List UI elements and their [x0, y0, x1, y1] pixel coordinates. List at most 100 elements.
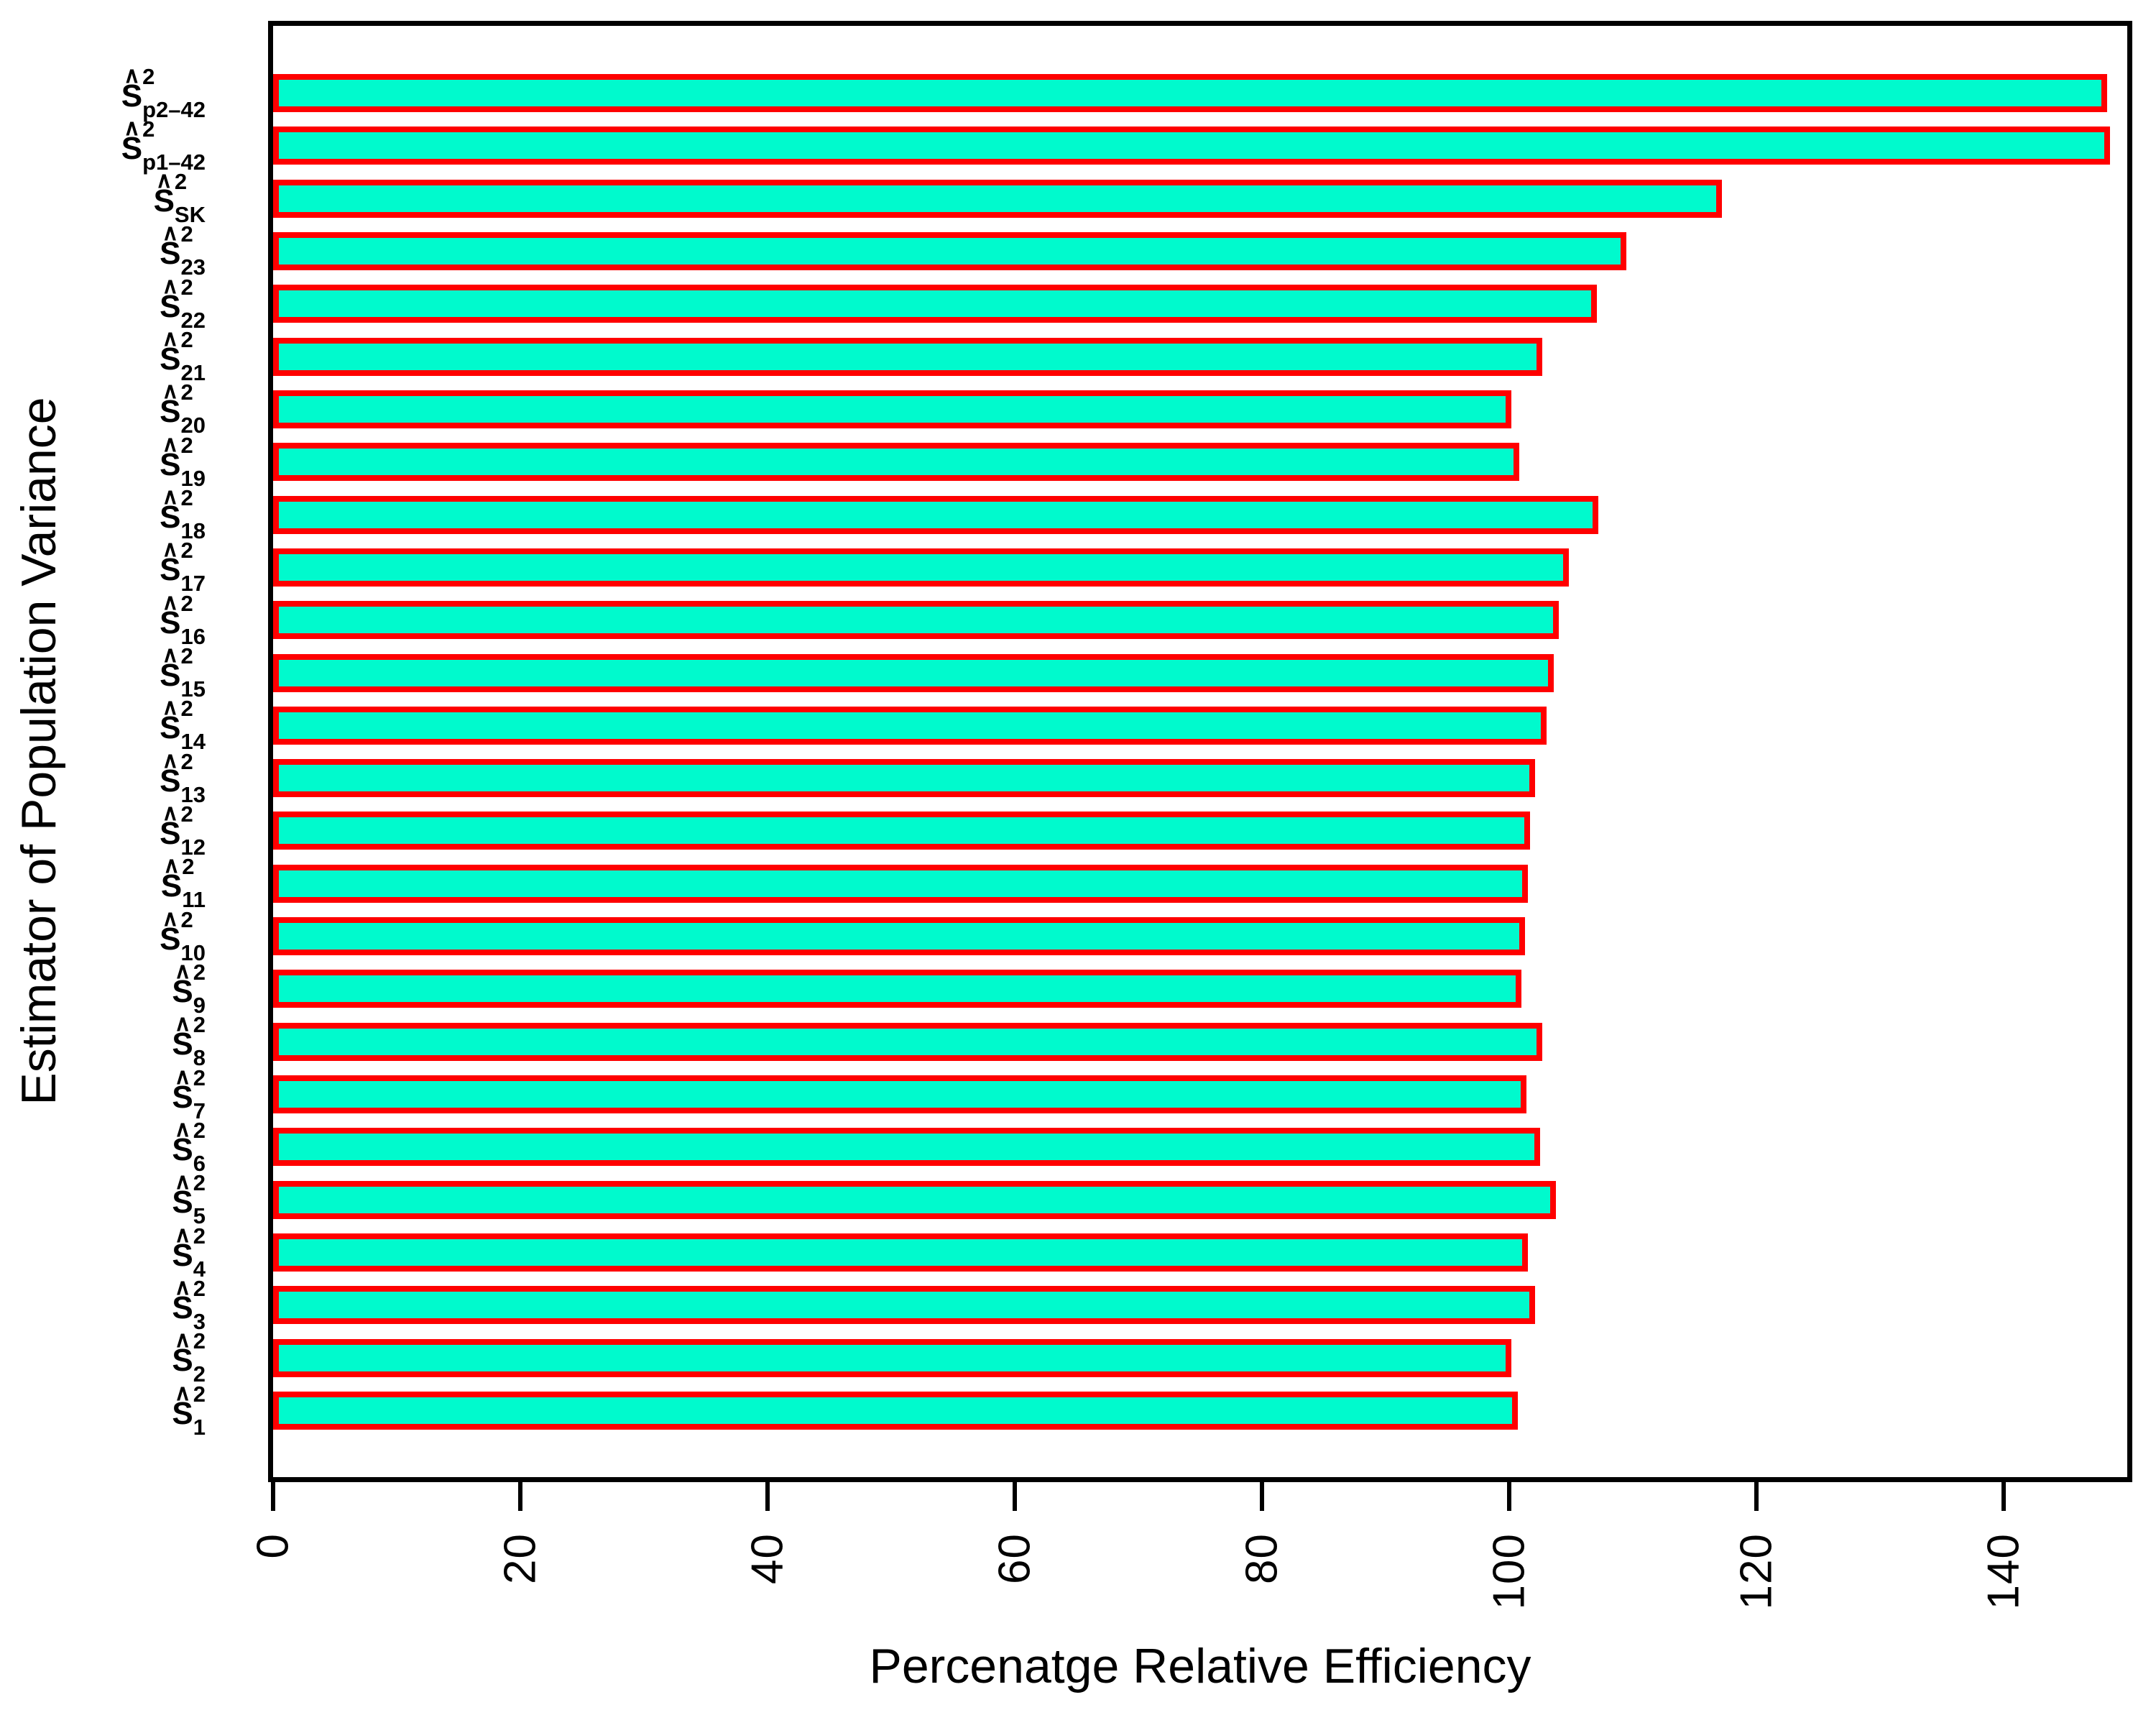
hat-accent: ∧	[174, 1327, 191, 1353]
estimator-superscript: 2	[180, 274, 193, 300]
hat-accent: ∧	[163, 852, 180, 878]
x-axis-title: Percenatge Relative Efficiency	[869, 1639, 1531, 1693]
hat-accent: ∧	[162, 272, 179, 298]
estimator-base: S	[172, 1395, 193, 1431]
bars-layer	[273, 26, 2127, 1477]
estimator-base: S	[160, 868, 183, 904]
estimator-base: S	[160, 605, 181, 640]
estimator-superscript: 2	[180, 380, 193, 405]
estimator-symbol: ∧ S 2 18	[160, 484, 206, 542]
estimator-symbol: ∧ S 2 15	[160, 643, 206, 702]
hat-accent: ∧	[155, 167, 172, 193]
estimator-symbol: ∧ S 2 20	[160, 380, 206, 436]
estimator-subscript: 9	[193, 992, 206, 1018]
estimator-base: S	[172, 1026, 193, 1062]
hat-accent: ∧	[162, 431, 179, 456]
estimator-superscript: 2	[180, 432, 193, 458]
y-axis-label: ∧ S 2 10	[160, 905, 206, 964]
y-axis-label: ∧ S 2 21	[160, 326, 206, 384]
y-axis-label: ∧ S 2 11	[160, 852, 206, 913]
estimator-symbol: ∧ S 2 14	[160, 694, 206, 753]
hat-accent: ∧	[174, 1116, 191, 1141]
y-axis-label: ∧ S 2 12	[160, 799, 206, 858]
estimator-base: S	[160, 500, 181, 535]
hat-accent: ∧	[124, 62, 140, 88]
estimator-subscript: 3	[193, 1308, 206, 1334]
y-axis-label: ∧ S 2 16	[160, 589, 206, 648]
estimator-base: S	[160, 763, 181, 799]
x-axis-tick	[1013, 1482, 1017, 1511]
estimator-superscript: 2	[193, 1117, 206, 1143]
estimator-subscript: 7	[193, 1098, 206, 1123]
estimator-base: S	[160, 341, 181, 377]
estimator-symbol: ∧ S 2 19	[160, 431, 206, 491]
y-axis-label: ∧ S 2 p1–42	[121, 116, 206, 173]
x-axis-tick	[765, 1482, 770, 1511]
y-axis-label: ∧ S 2 9	[172, 959, 206, 1018]
estimator-subscript: 15	[180, 676, 206, 702]
bar	[273, 759, 1535, 798]
x-axis-tick	[1260, 1482, 1264, 1511]
bar	[273, 548, 1569, 587]
estimator-symbol: ∧ S 2 4	[172, 1221, 206, 1282]
hat-accent: ∧	[162, 905, 179, 931]
estimator-symbol: ∧ S 2 5	[172, 1169, 206, 1227]
hat-accent: ∧	[162, 799, 179, 825]
bar	[273, 443, 1519, 482]
bar	[273, 1128, 1540, 1167]
bar	[273, 127, 2110, 165]
bar	[273, 285, 1597, 323]
hat-accent: ∧	[162, 694, 179, 720]
bar	[273, 1338, 1511, 1377]
bar	[273, 1180, 1556, 1219]
y-axis-label: ∧ S 2 2	[172, 1327, 206, 1385]
estimator-symbol: ∧ S 2 10	[160, 905, 206, 964]
estimator-superscript: 2	[193, 1381, 206, 1407]
estimator-superscript: 2	[180, 538, 193, 564]
estimator-subscript: SK	[174, 202, 206, 228]
estimator-superscript: 2	[180, 748, 193, 774]
estimator-superscript: 2	[142, 116, 155, 142]
y-axis-label: ∧ S 2 3	[172, 1274, 206, 1334]
estimator-symbol: ∧ S 2 p1–42	[121, 116, 206, 173]
x-axis-tick-label: 0	[248, 1533, 298, 1559]
estimator-subscript: 19	[180, 465, 206, 491]
hat-accent: ∧	[174, 1169, 191, 1195]
bar	[273, 917, 1525, 956]
estimator-base: S	[160, 710, 181, 746]
y-axis-label: ∧ S 2 18	[160, 484, 206, 542]
estimator-subscript: 8	[193, 1045, 206, 1071]
estimator-base: S	[172, 973, 193, 1009]
estimator-base: S	[172, 1343, 193, 1379]
estimator-superscript: 2	[180, 221, 193, 247]
estimator-symbol: ∧ S 2 21	[160, 326, 206, 384]
estimator-superscript: 2	[193, 1328, 206, 1354]
hat-accent: ∧	[174, 1011, 191, 1036]
estimator-base: S	[172, 1131, 193, 1167]
x-axis-tick-label: 80	[1237, 1533, 1287, 1584]
estimator-subscript: 4	[193, 1256, 206, 1282]
hat-accent: ∧	[174, 1221, 191, 1247]
estimator-superscript: 2	[193, 1223, 206, 1249]
y-axis-label: ∧ S 2 8	[172, 1011, 206, 1071]
estimator-base: S	[160, 288, 181, 324]
estimator-subscript: 17	[180, 571, 206, 597]
hat-accent: ∧	[162, 326, 179, 351]
y-axis-label: ∧ S 2 6	[172, 1116, 206, 1175]
estimator-superscript: 2	[180, 590, 193, 616]
estimator-superscript: 2	[193, 959, 206, 985]
hat-accent: ∧	[174, 1379, 191, 1405]
y-axis-label: ∧ S 2 20	[160, 380, 206, 436]
hat-accent: ∧	[162, 589, 179, 615]
estimator-symbol: ∧ S 2 3	[172, 1274, 206, 1334]
bar	[273, 812, 1530, 850]
x-axis-tick	[518, 1482, 522, 1511]
hat-accent: ∧	[174, 1274, 191, 1300]
hat-accent: ∧	[162, 484, 179, 510]
estimator-subscript: 1	[193, 1414, 206, 1440]
x-axis-tick-label: 20	[495, 1533, 545, 1584]
bar	[273, 495, 1598, 534]
x-axis-tick	[1754, 1482, 1759, 1511]
estimator-subscript: 11	[182, 887, 206, 913]
